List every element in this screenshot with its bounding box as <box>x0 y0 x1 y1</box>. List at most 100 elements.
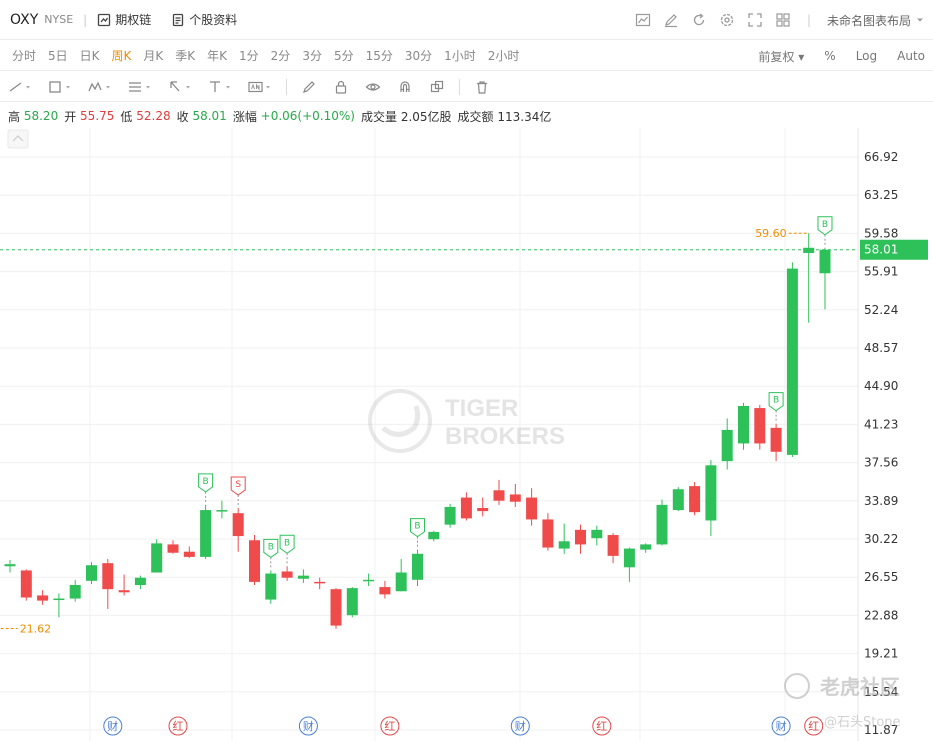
candle-body[interactable] <box>460 497 472 519</box>
period-tab-12[interactable]: 30分 <box>404 49 433 63</box>
candle-body[interactable] <box>86 565 97 581</box>
edit-button[interactable] <box>657 6 685 34</box>
candle-body[interactable] <box>558 541 570 549</box>
period-tab-11[interactable]: 15分 <box>365 49 393 63</box>
buy-marker[interactable] <box>817 216 833 236</box>
buy-marker[interactable] <box>198 473 214 493</box>
candle-body[interactable] <box>200 510 212 557</box>
candle-body[interactable] <box>672 489 684 511</box>
candle-body[interactable] <box>509 494 521 502</box>
candle-body[interactable] <box>249 540 260 582</box>
buy-marker[interactable] <box>768 392 784 412</box>
candle-body[interactable] <box>770 427 782 452</box>
period-tab-10[interactable]: 5分 <box>333 49 354 63</box>
period-tab-9[interactable]: 3分 <box>302 49 322 63</box>
earnings-event-icon[interactable] <box>298 716 318 736</box>
fullscreen-button[interactable] <box>741 6 769 34</box>
period-tab-7[interactable]: 1分 <box>239 49 259 63</box>
candle-body[interactable] <box>591 529 603 539</box>
arrow-tool[interactable] <box>160 72 200 102</box>
candle-body[interactable] <box>4 564 16 567</box>
candle-body[interactable] <box>265 573 277 600</box>
candle-body[interactable] <box>656 504 668 545</box>
candle-body[interactable] <box>721 429 733 462</box>
period-tab-3[interactable]: 周K <box>111 49 132 63</box>
auto-toggle[interactable]: Auto <box>897 49 925 63</box>
settings-button[interactable] <box>713 6 741 34</box>
period-tab-4[interactable]: 月K <box>143 49 164 63</box>
log-toggle[interactable]: Log <box>855 49 878 63</box>
chart-type-button[interactable] <box>629 6 657 34</box>
adjust-dropdown[interactable]: 前复权 ▾ <box>758 49 805 64</box>
candle-body[interactable] <box>379 587 391 595</box>
candle-body[interactable] <box>134 577 146 586</box>
candle-body[interactable] <box>803 247 815 253</box>
earnings-event-icon[interactable] <box>771 716 791 736</box>
candle-body[interactable] <box>20 570 32 598</box>
percent-toggle[interactable]: % <box>824 49 836 63</box>
sell-marker[interactable] <box>230 476 246 496</box>
period-tab-6[interactable]: 年K <box>207 49 228 63</box>
candle-body[interactable] <box>102 563 114 590</box>
layout-grid-button[interactable] <box>769 6 797 34</box>
label-tool[interactable] <box>240 72 280 102</box>
candle-body[interactable] <box>477 507 489 512</box>
caret-down-icon[interactable] <box>915 15 925 25</box>
candle-body[interactable] <box>151 543 163 573</box>
buy-marker[interactable] <box>263 538 279 559</box>
period-tab-14[interactable]: 2小时 <box>487 49 520 63</box>
trendline-tool[interactable] <box>0 72 40 102</box>
buy-marker[interactable] <box>410 518 425 538</box>
candle-body[interactable] <box>607 535 619 556</box>
candle-body[interactable] <box>738 405 749 444</box>
candle-body[interactable] <box>428 531 440 540</box>
stock-profile-button[interactable]: 个股资料 <box>171 11 237 28</box>
candle-body[interactable] <box>493 490 505 501</box>
candle-body[interactable] <box>754 408 766 444</box>
visibility-tool[interactable] <box>357 72 389 102</box>
candle-body[interactable] <box>346 588 358 616</box>
candle-body[interactable] <box>819 249 831 274</box>
dividend-event-icon[interactable] <box>168 716 188 736</box>
candle-body[interactable] <box>281 571 293 578</box>
buy-marker[interactable] <box>279 534 295 554</box>
period-tab-5[interactable]: 季K <box>175 49 196 63</box>
brush-tool[interactable] <box>293 72 325 102</box>
dividend-event-icon[interactable] <box>804 716 824 736</box>
earnings-event-icon[interactable] <box>103 716 123 736</box>
candle-body[interactable] <box>53 598 65 601</box>
period-tab-13[interactable]: 1小时 <box>444 49 476 63</box>
candle-body[interactable] <box>363 579 375 582</box>
period-tab-1[interactable]: 5日 <box>48 49 68 63</box>
candle-body[interactable] <box>167 544 179 553</box>
lock-tool[interactable] <box>325 72 357 102</box>
candle-body[interactable] <box>330 589 342 626</box>
candle-body[interactable] <box>542 519 554 548</box>
delete-tool[interactable] <box>466 72 498 102</box>
rectangle-tool[interactable] <box>40 72 80 102</box>
candle-body[interactable] <box>69 585 81 599</box>
dividend-event-icon[interactable] <box>592 716 612 736</box>
candle-body[interactable] <box>444 506 456 525</box>
option-chain-button[interactable]: 期权链 <box>97 11 151 28</box>
candle-body[interactable] <box>183 551 195 557</box>
candle-body[interactable] <box>216 510 228 512</box>
candle-body[interactable] <box>37 595 49 601</box>
collapse-toggle[interactable] <box>7 129 29 149</box>
dividend-event-icon[interactable] <box>380 716 400 736</box>
clone-tool[interactable] <box>421 72 453 102</box>
candle-body[interactable] <box>118 590 130 593</box>
earnings-event-icon[interactable] <box>510 716 530 736</box>
candle-body[interactable] <box>232 513 244 537</box>
candle-body[interactable] <box>640 544 652 550</box>
period-tab-0[interactable]: 分时 <box>12 49 37 63</box>
candle-body[interactable] <box>575 529 586 545</box>
refresh-button[interactable] <box>685 6 713 34</box>
candle-body[interactable] <box>297 575 309 579</box>
text-tool[interactable] <box>200 72 240 102</box>
period-tab-2[interactable]: 日K <box>79 49 100 63</box>
candle-body[interactable] <box>786 268 798 455</box>
candle-body[interactable] <box>314 581 326 584</box>
layout-name-dropdown[interactable]: 未命名图表布局 <box>826 13 911 28</box>
